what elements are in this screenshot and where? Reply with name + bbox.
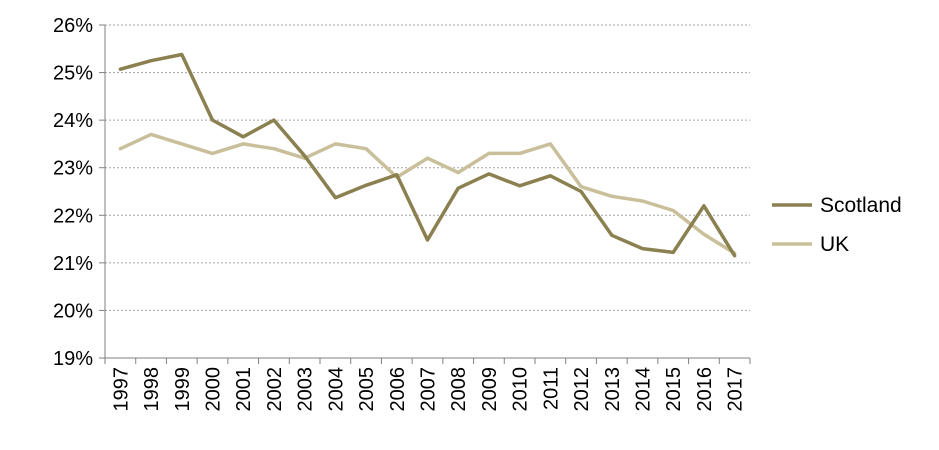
y-tick-label: 24% [53, 110, 93, 132]
y-tick-label: 22% [53, 205, 93, 227]
x-tick-label: 2010 [510, 367, 532, 412]
x-tick-label: 2012 [571, 367, 593, 412]
axes [104, 25, 750, 359]
series-line-uk [118, 132, 737, 256]
x-tick-label: 2005 [356, 367, 378, 412]
x-tick-label: 2004 [325, 367, 347, 412]
x-tick-label: 2016 [694, 367, 716, 412]
x-tick-label: 2013 [602, 367, 624, 412]
x-tick-label: 1999 [172, 367, 194, 412]
series-line-scotland [118, 52, 737, 258]
y-tick-label: 21% [53, 253, 93, 275]
y-tick-label: 26% [53, 15, 93, 37]
legend: Scotland UK [772, 194, 902, 256]
x-axis-ticks: 1997 1998 1999 2000 2001 2002 2003 2004 2005 2006… [104, 358, 751, 412]
x-tick-label: 2001 [233, 367, 255, 412]
x-tick-label: 2014 [633, 367, 655, 412]
legend-label: UK [820, 233, 849, 256]
x-tick-label: 2017 [725, 367, 747, 412]
x-tick-label: 2009 [479, 367, 501, 412]
series-lines [118, 52, 737, 258]
y-tick-label: 20% [53, 300, 93, 322]
x-tick-label: 2000 [203, 367, 225, 412]
y-tick-label: 25% [53, 63, 93, 85]
legend-label: Scotland [820, 194, 902, 217]
x-tick-label: 1998 [141, 367, 163, 412]
y-axis-ticks: 19% 20% 21% 22% 23% 24% 25% 26% [53, 15, 105, 370]
y-tick-label: 23% [53, 158, 93, 180]
y-tick-label: 19% [53, 348, 93, 370]
x-tick-label: 2003 [295, 367, 317, 412]
gridlines [105, 24, 750, 311]
x-tick-label: 2002 [264, 367, 286, 412]
x-tick-label: 2011 [540, 367, 562, 410]
x-tick-label: 1997 [110, 367, 132, 412]
x-tick-label: 2007 [418, 367, 440, 412]
x-tick-label: 2008 [448, 367, 470, 412]
x-tick-label: 2006 [387, 367, 409, 412]
x-tick-label: 2015 [663, 367, 685, 412]
